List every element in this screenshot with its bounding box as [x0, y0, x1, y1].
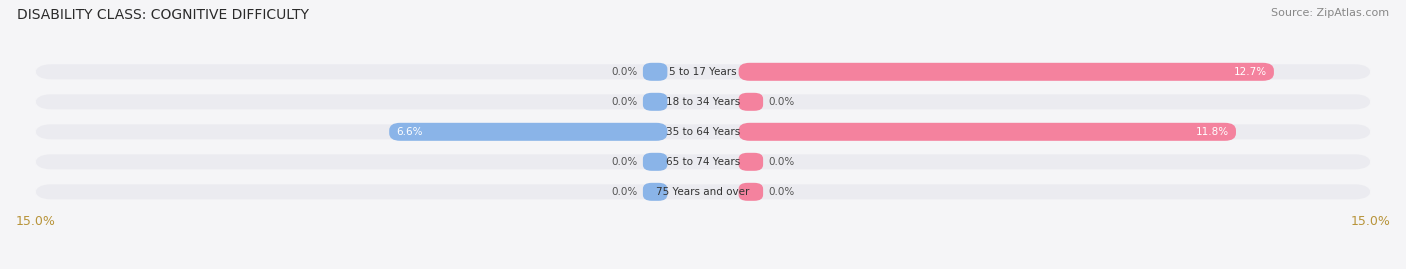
FancyBboxPatch shape	[738, 153, 763, 171]
Text: 6.6%: 6.6%	[396, 127, 422, 137]
FancyBboxPatch shape	[389, 123, 668, 141]
Text: 35 to 64 Years: 35 to 64 Years	[666, 127, 740, 137]
Text: 65 to 74 Years: 65 to 74 Years	[666, 157, 740, 167]
Text: 0.0%: 0.0%	[612, 157, 637, 167]
Text: 75 Years and over: 75 Years and over	[657, 187, 749, 197]
FancyBboxPatch shape	[738, 63, 1274, 81]
Text: 11.8%: 11.8%	[1197, 127, 1229, 137]
FancyBboxPatch shape	[35, 154, 1371, 169]
Text: 18 to 34 Years: 18 to 34 Years	[666, 97, 740, 107]
FancyBboxPatch shape	[738, 93, 763, 111]
FancyBboxPatch shape	[738, 183, 763, 201]
Text: 0.0%: 0.0%	[769, 157, 794, 167]
Text: DISABILITY CLASS: COGNITIVE DIFFICULTY: DISABILITY CLASS: COGNITIVE DIFFICULTY	[17, 8, 309, 22]
FancyBboxPatch shape	[643, 153, 668, 171]
Text: 5 to 17 Years: 5 to 17 Years	[669, 67, 737, 77]
FancyBboxPatch shape	[35, 184, 1371, 199]
FancyBboxPatch shape	[35, 124, 1371, 139]
FancyBboxPatch shape	[35, 94, 1371, 109]
FancyBboxPatch shape	[35, 64, 1371, 79]
FancyBboxPatch shape	[643, 63, 668, 81]
Text: 0.0%: 0.0%	[612, 97, 637, 107]
FancyBboxPatch shape	[738, 123, 1236, 141]
Text: 12.7%: 12.7%	[1234, 67, 1267, 77]
FancyBboxPatch shape	[643, 183, 668, 201]
Text: 0.0%: 0.0%	[612, 187, 637, 197]
Text: 0.0%: 0.0%	[769, 187, 794, 197]
Text: Source: ZipAtlas.com: Source: ZipAtlas.com	[1271, 8, 1389, 18]
Text: 0.0%: 0.0%	[769, 97, 794, 107]
Text: 0.0%: 0.0%	[612, 67, 637, 77]
FancyBboxPatch shape	[643, 93, 668, 111]
